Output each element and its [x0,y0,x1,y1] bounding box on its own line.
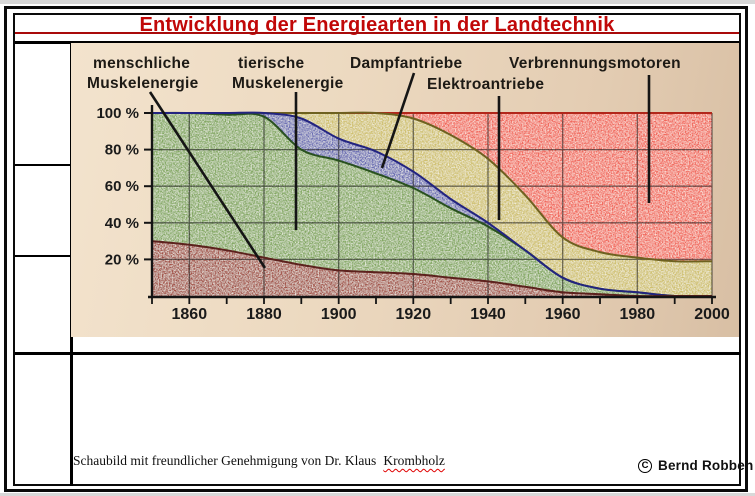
area-menschliche-muskelenergie [152,241,712,297]
leader-line-0 [148,91,267,269]
area-elektroantriebe [152,112,712,297]
title-row: Entwicklung der Energiearten in der Land… [15,14,739,36]
stacked-area-chart: 100 % 80 % 60 % 40 % 20 % 1860 1880 1900 1920 194… [96,72,730,323]
leader-line-2 [380,72,416,169]
left-column-row-line-1 [15,164,71,166]
copyright: C Bernd Robben [638,458,753,473]
x-tick-label: 2000 [694,306,730,323]
y-tick-label: 80 % [105,142,139,159]
x-tick-label: 1880 [246,306,282,323]
y-tick-label: 100 % [96,105,139,122]
y-tick-label: 20 % [105,251,139,268]
top-edge-strip [0,0,755,4]
series-label-menschliche-muskelenergie: menschliche Muskelenergie [87,55,199,92]
y-tick-label: 40 % [105,215,139,232]
left-column-row-line-2 [15,255,71,257]
outer-frame [4,6,748,492]
x-tick-label: 1860 [172,306,208,323]
series-label-elektroantriebe: Elektroantriebe [427,76,545,93]
x-tick-label: 1980 [620,306,656,323]
series-label-dampfantriebe: Dampfantriebe [350,55,463,72]
caption-text: Schaubild mit freundlicher Genehmigung v… [73,453,377,468]
x-tick-label: 1960 [545,306,581,323]
y-tick-label: 60 % [105,178,139,195]
page-title: Entwicklung der Energiearten in der Land… [139,14,615,36]
area-tierische-muskelenergie [152,112,712,297]
caption-marked-word: Krombholz [383,453,445,468]
x-tick-label: 1900 [321,306,357,323]
red-rule-line [15,32,739,34]
inner-frame [13,13,741,486]
series-label-tierische-muskelenergie: tierische Muskelenergie [232,55,344,92]
content-divider-line [15,352,741,355]
copyright-name: Bernd Robben [658,458,754,473]
copyright-icon: C [638,458,652,473]
chart-photo: 100 % 80 % 60 % 40 % 20 % 1860 1880 1900 1920 194… [71,43,739,337]
x-tick-label: 1940 [470,306,506,323]
photo-credit-caption: Schaubild mit freundlicher Genehmigung v… [73,453,445,469]
series-label-verbrennungsmotoren: Verbrennungsmotoren [509,55,681,72]
bottom-edge-strip [0,493,755,496]
x-tick-label: 1920 [396,306,432,323]
title-divider-line [15,41,739,44]
